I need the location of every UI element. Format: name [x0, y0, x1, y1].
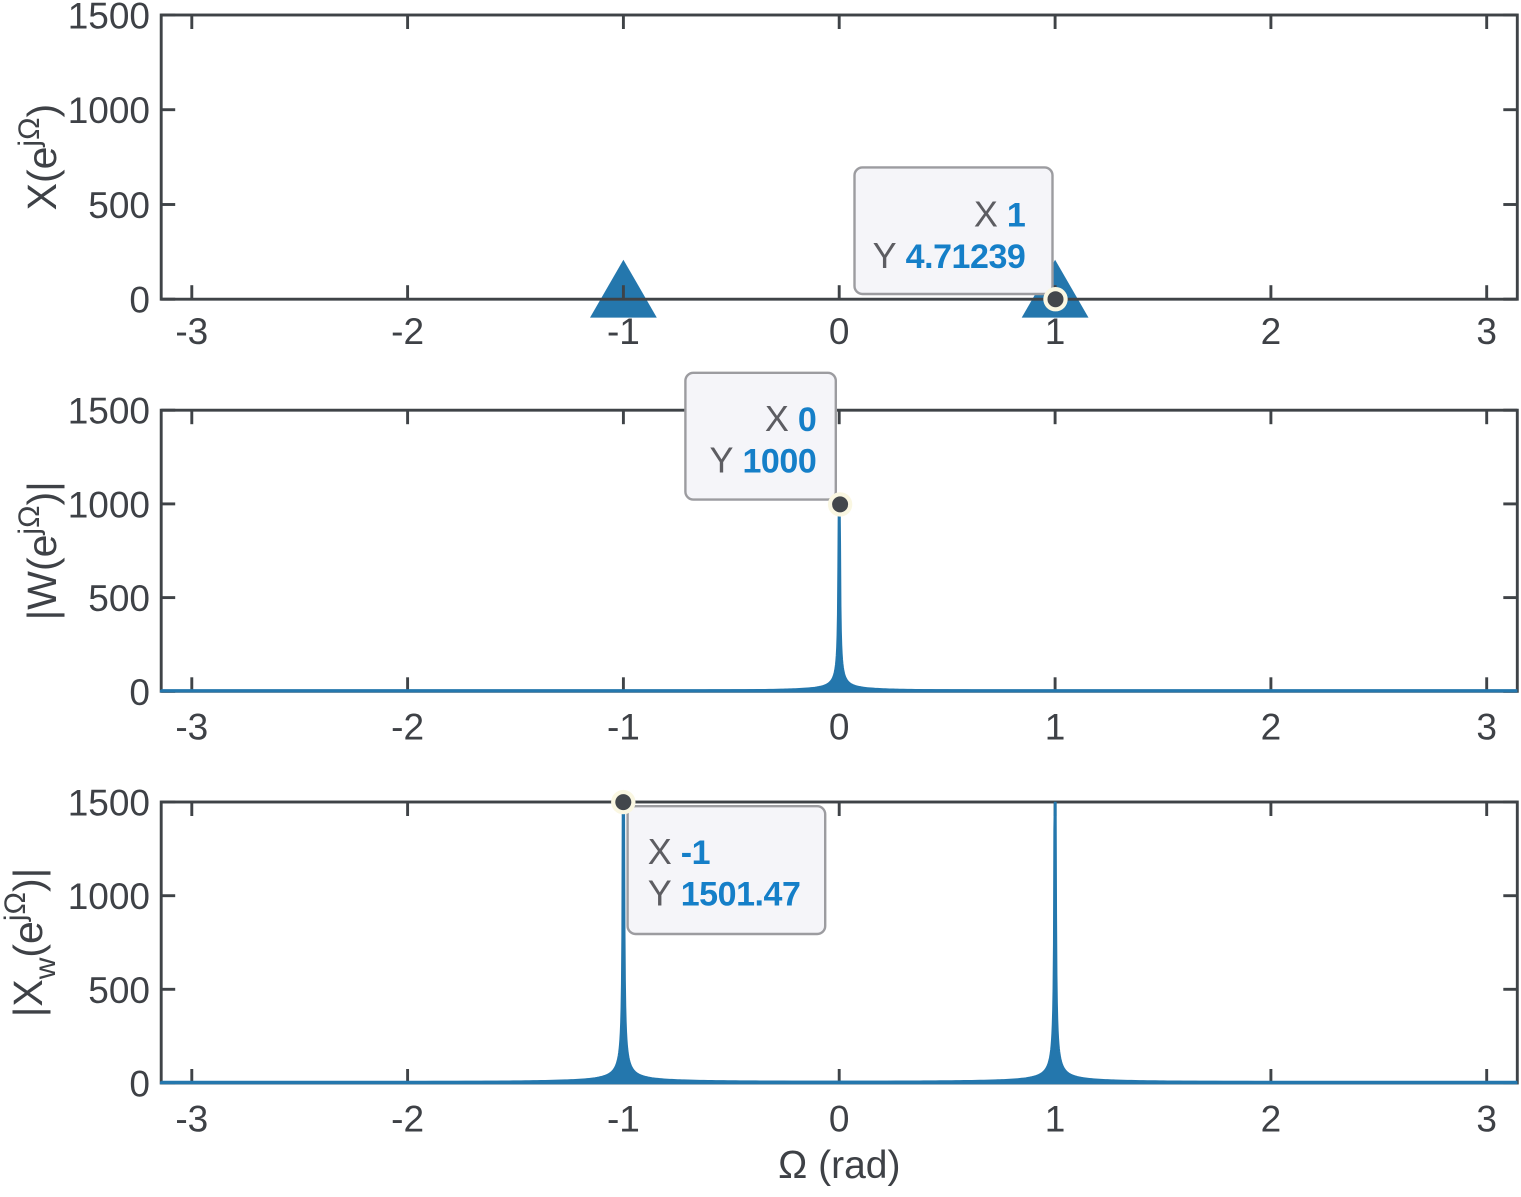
svg-text:1500: 1500: [68, 783, 150, 824]
svg-text:1000: 1000: [68, 876, 150, 917]
svg-text:-2: -2: [391, 311, 424, 352]
svg-text:3: 3: [1476, 707, 1497, 748]
svg-text:2: 2: [1261, 1099, 1282, 1140]
svg-text:0: 0: [829, 707, 850, 748]
svg-text:0: 0: [829, 311, 850, 352]
svg-text:-3: -3: [175, 311, 208, 352]
svg-text:-3: -3: [175, 1099, 208, 1140]
svg-text:0: 0: [129, 280, 150, 321]
svg-text:Y 1000: Y 1000: [709, 440, 816, 481]
svg-text:-1: -1: [607, 707, 640, 748]
svg-text:Y 4.71239: Y 4.71239: [873, 235, 1026, 276]
svg-text:2: 2: [1261, 707, 1282, 748]
svg-text:-3: -3: [175, 707, 208, 748]
svg-text:0: 0: [829, 1099, 850, 1140]
svg-text:0: 0: [129, 1064, 150, 1105]
svg-text:X -1: X -1: [648, 831, 710, 872]
svg-text:Y 1501.47: Y 1501.47: [648, 873, 801, 914]
svg-text:X 0: X 0: [765, 398, 816, 439]
svg-text:1: 1: [1045, 707, 1066, 748]
svg-text:X 1: X 1: [974, 193, 1025, 234]
svg-text:3: 3: [1476, 1099, 1497, 1140]
svg-text:2: 2: [1261, 311, 1282, 352]
svg-text:1: 1: [1045, 311, 1066, 352]
svg-text:3: 3: [1476, 311, 1497, 352]
svg-text:-1: -1: [607, 311, 640, 352]
svg-text:500: 500: [88, 185, 150, 226]
svg-text:1: 1: [1045, 1099, 1066, 1140]
svg-text:500: 500: [88, 970, 150, 1011]
svg-text:-2: -2: [391, 707, 424, 748]
svg-text:1500: 1500: [68, 0, 150, 37]
svg-text:Ω (rad): Ω (rad): [778, 1144, 900, 1187]
svg-text:1000: 1000: [68, 484, 150, 525]
svg-text:-1: -1: [607, 1099, 640, 1140]
svg-text:500: 500: [88, 578, 150, 619]
svg-text:|W(ejΩ)|: |W(ejΩ)|: [13, 481, 65, 620]
svg-text:-2: -2: [391, 1099, 424, 1140]
svg-text:0: 0: [129, 672, 150, 713]
svg-text:1500: 1500: [68, 391, 150, 432]
svg-text:1000: 1000: [68, 90, 150, 131]
